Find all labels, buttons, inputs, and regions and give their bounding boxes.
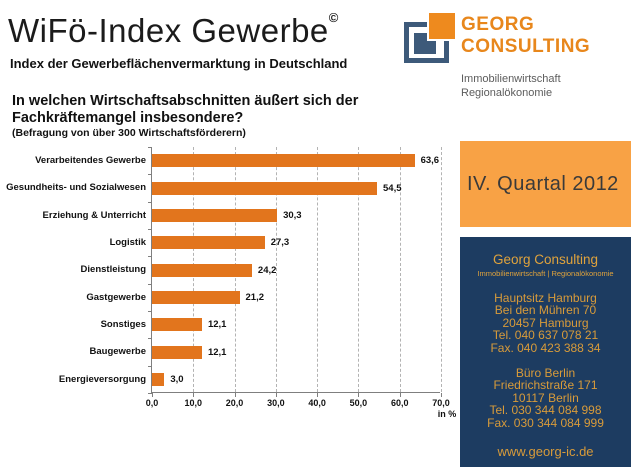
category-label: Gesundheits- und Sozialwesen xyxy=(6,182,146,194)
contact-website: www.georg-ic.de xyxy=(497,444,594,460)
y-axis-tick xyxy=(148,338,152,340)
y-axis-tick xyxy=(148,229,152,230)
x-axis-tick-label: 0,0 xyxy=(145,398,159,408)
x-axis-tick xyxy=(317,393,319,397)
bar-value-label: 54,5 xyxy=(383,182,402,194)
x-axis-tick-label: 40,0 xyxy=(308,398,326,408)
logo-company-name: GEORG CONSULTING xyxy=(461,14,590,58)
category-label: Logistik xyxy=(109,237,146,248)
contact-line: Bei den Mühren 70 xyxy=(494,303,597,318)
quarter-label: IV. Quartal 2012 xyxy=(467,172,619,195)
contact-line: Tel. 040 637 078 21 xyxy=(492,328,599,343)
category-label: Gastgewerbe xyxy=(86,291,146,303)
contact-berlin-block: Büro Berlin Friedrichstraße 171 10117 Berl… xyxy=(460,367,631,429)
bar xyxy=(152,372,165,386)
x-axis-unit-label: in % xyxy=(437,409,457,419)
contact-line: Fax. 040 423 388 34 xyxy=(490,340,601,355)
contact-division: Immobilienwirtschaft | Regionalökonomie xyxy=(477,269,614,278)
y-axis-tick xyxy=(148,365,152,367)
gridline-60 xyxy=(399,147,401,392)
question-line2: Fachkräftemangel insbesondere? xyxy=(12,110,244,126)
quarter-box: IV. Quartal 2012 xyxy=(460,141,631,227)
x-axis-tick-label: 20,0 xyxy=(225,398,244,408)
x-axis-tick xyxy=(399,393,401,397)
x-axis-tick xyxy=(358,393,360,397)
bar xyxy=(152,236,265,250)
logo-orange-square xyxy=(427,11,457,41)
logo-name-line2: CONSULTING xyxy=(461,36,591,57)
bar xyxy=(152,290,240,304)
x-axis-tick-label: 70,0 xyxy=(432,398,450,408)
contact-company-name: Georg Consulting xyxy=(492,252,599,267)
plot-area: in % Verarbeitendes Gewerbe 63,6 Gesundhei… xyxy=(6,147,456,419)
gridline-40 xyxy=(317,147,319,392)
contact-line: Fax. 030 344 084 999 xyxy=(487,415,604,430)
logo-tagline-line1: Immobilienwirtschaft xyxy=(461,73,561,85)
category-label: Dienstleistung xyxy=(80,264,146,276)
bar xyxy=(152,345,202,359)
category-label: Sonstiges xyxy=(100,319,146,330)
category-label: Energieversorgung xyxy=(58,373,146,385)
bar-value-label: 12,1 xyxy=(207,319,227,331)
bar xyxy=(152,181,377,195)
bar-value-label: 24,2 xyxy=(257,264,277,276)
bar xyxy=(152,208,278,222)
logo-tagline-line2: Regionalökonomie xyxy=(461,87,553,99)
y-axis-tick xyxy=(148,174,152,176)
bar-value-label: 27,3 xyxy=(270,237,290,249)
bar xyxy=(152,263,252,277)
y-axis-tick xyxy=(148,201,152,203)
x-axis-tick xyxy=(441,393,442,397)
bar xyxy=(152,154,415,168)
bar xyxy=(152,318,202,332)
copyright-icon: © xyxy=(328,10,339,25)
page-title: WiFö-Index Gewerbe© xyxy=(8,10,339,50)
y-axis-tick xyxy=(148,147,152,148)
bar-value-label: 3,0 xyxy=(170,373,184,385)
x-axis-tick xyxy=(275,393,277,397)
category-label: Erziehung & Unterricht xyxy=(42,209,146,221)
contact-line: Friedrichstraße 171 xyxy=(493,378,598,393)
logo-name-line1: GEORG xyxy=(461,14,535,35)
y-axis-tick xyxy=(148,256,152,258)
contact-hamburg-block: Hauptsitz Hamburg Bei den Mühren 70 20457 … xyxy=(460,292,631,354)
bar-value-label: 30,3 xyxy=(283,209,302,221)
bar-value-label: 12,1 xyxy=(207,346,227,358)
logo-tagline: Immobilienwirtschaft Regionalökonomie xyxy=(461,72,561,100)
question-note: (Befragung von über 300 Wirtschaftsförde… xyxy=(12,127,246,139)
x-axis-tick-label: 30,0 xyxy=(267,398,285,408)
contact-line: Hauptsitz Hamburg xyxy=(494,291,597,305)
contact-line: Büro Berlin xyxy=(515,366,576,381)
gridline-50 xyxy=(358,147,360,392)
gridline-30 xyxy=(275,147,277,392)
y-axis-tick xyxy=(148,311,152,312)
page-subtitle: Index der Gewerbeflächenvermarktung in D… xyxy=(10,56,348,71)
x-axis-tick xyxy=(152,393,153,397)
question-line1: In welchen Wirtschaftsabschnitten äußert… xyxy=(12,93,359,109)
contact-line: 20457 Hamburg xyxy=(502,315,589,330)
y-axis-tick xyxy=(148,393,152,394)
bar-value-label: 63,6 xyxy=(420,155,440,167)
x-axis-tick xyxy=(234,393,236,397)
georg-consulting-logo-icon xyxy=(403,11,459,65)
x-axis-tick-label: 50,0 xyxy=(349,398,368,408)
category-label: Baugewerbe xyxy=(89,346,147,358)
category-label: Verarbeitendes Gewerbe xyxy=(35,155,146,166)
x-axis-tick-label: 10,0 xyxy=(184,398,203,408)
gridline-70 xyxy=(441,147,442,392)
x-axis-tick-label: 60,0 xyxy=(390,398,409,408)
contact-line: Tel. 030 344 084 998 xyxy=(489,403,602,418)
y-axis-tick xyxy=(148,283,152,285)
bar-value-label: 21,2 xyxy=(245,291,265,303)
page-title-text: WiFö-Index Gewerbe xyxy=(8,12,329,49)
contact-line: 10117 Berlin xyxy=(512,390,579,405)
x-axis-tick xyxy=(193,393,195,397)
contact-box: Georg Consulting Immobilienwirtschaft | … xyxy=(460,237,631,467)
